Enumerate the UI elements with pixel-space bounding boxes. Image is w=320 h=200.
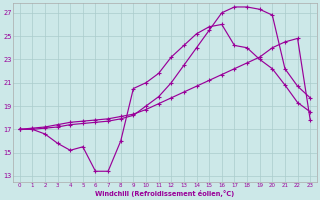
X-axis label: Windchill (Refroidissement éolien,°C): Windchill (Refroidissement éolien,°C) — [95, 190, 235, 197]
